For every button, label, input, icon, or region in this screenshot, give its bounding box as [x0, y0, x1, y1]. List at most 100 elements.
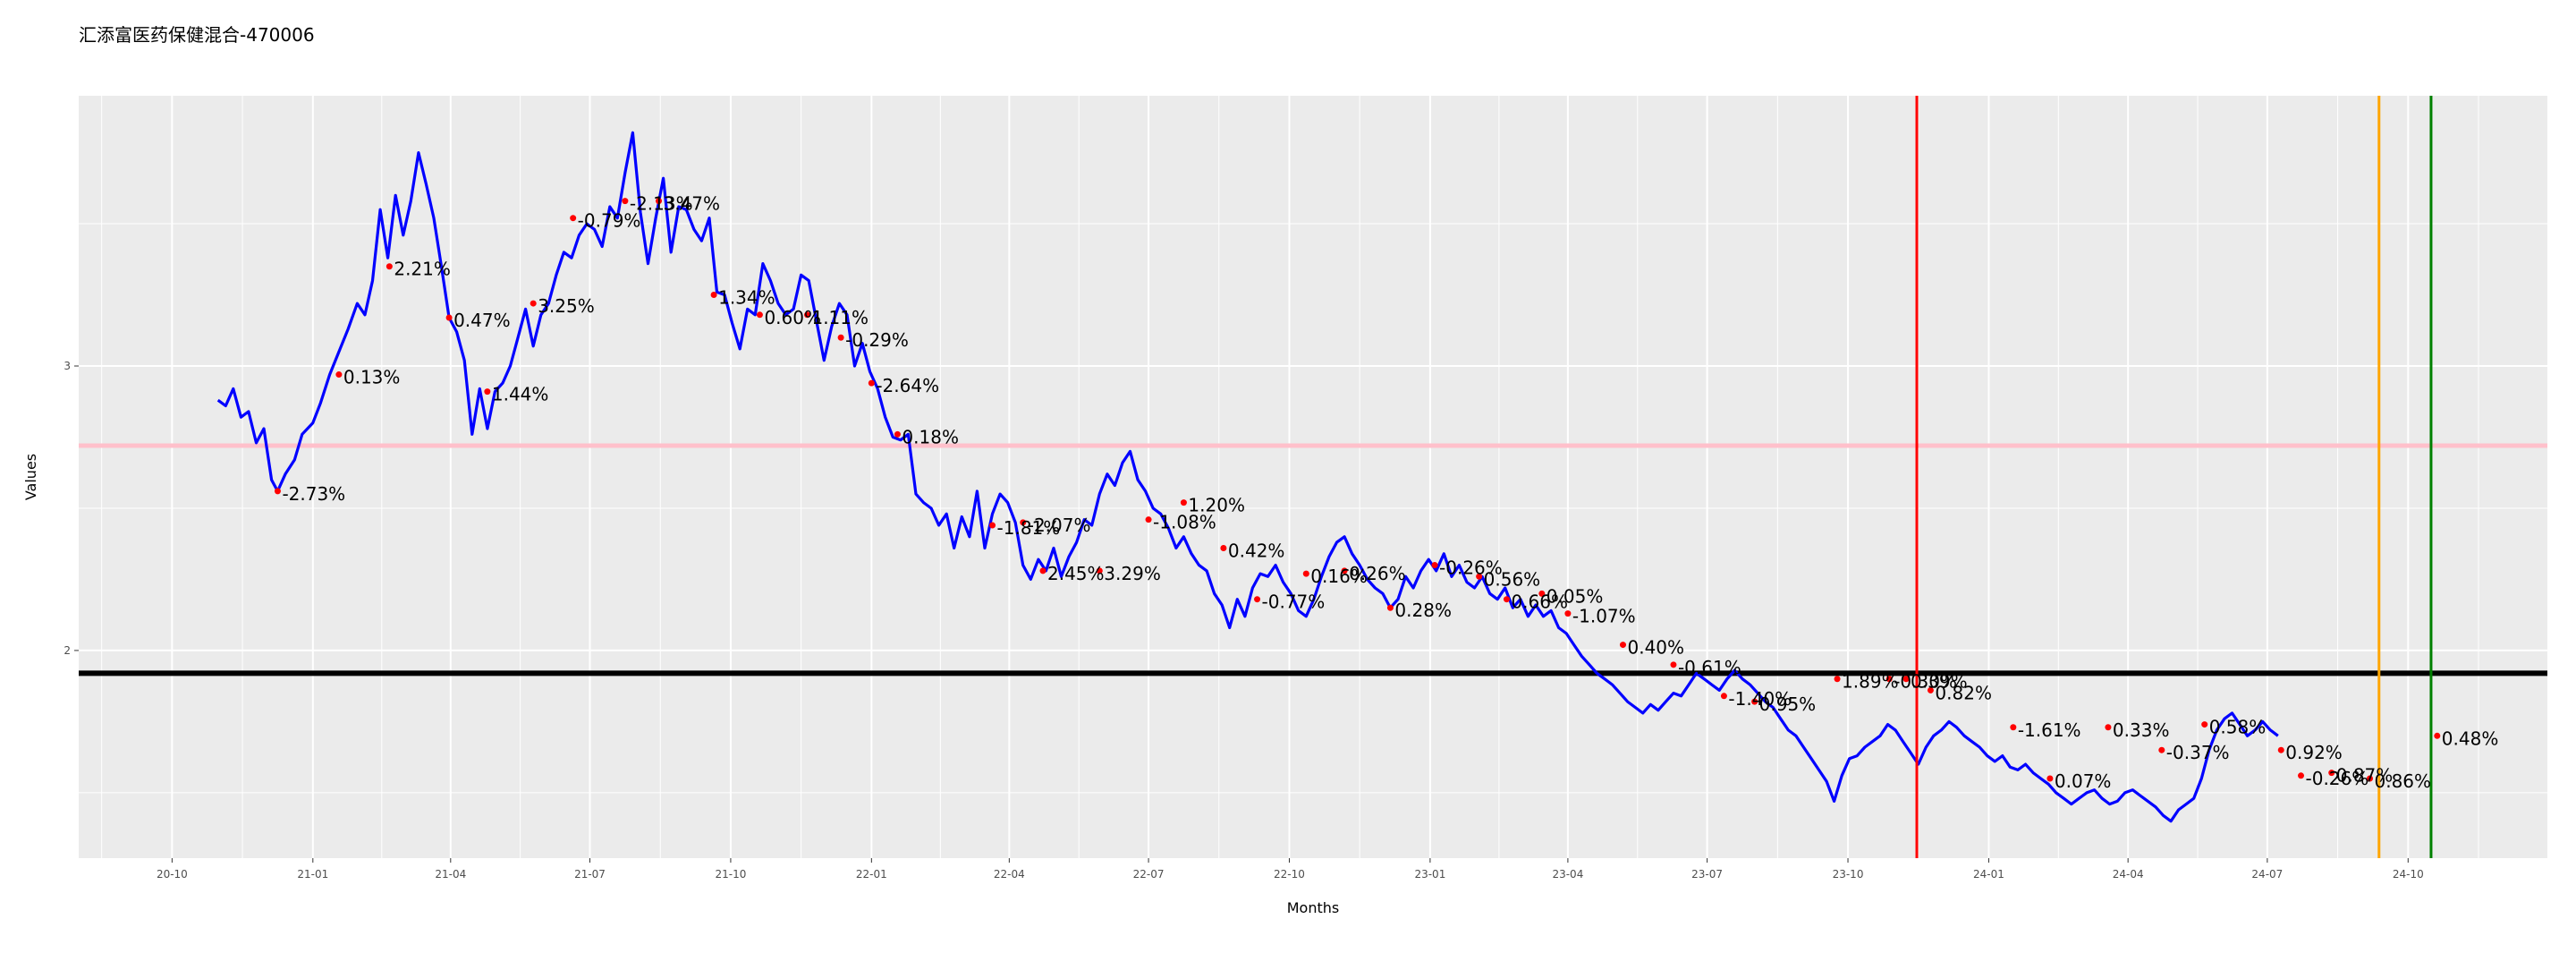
annotation-label: 1.89%	[1842, 671, 1899, 693]
annotation-marker	[2158, 746, 2165, 753]
x-tick-label: 21-10	[715, 868, 746, 881]
annotation-label: -1.08%	[1153, 512, 1216, 533]
annotation-marker	[1220, 544, 1227, 551]
x-tick-label: 23-01	[1414, 868, 1445, 881]
annotation-label: 0.13%	[343, 367, 401, 388]
annotation-label: 2.45%	[1047, 563, 1105, 584]
annotation-label: 0.47%	[453, 310, 511, 331]
annotation-label: 1.44%	[492, 384, 549, 405]
annotation-label: 2.21%	[394, 259, 451, 280]
annotation-marker	[989, 522, 996, 529]
annotation-label: -0.26%	[2306, 768, 2369, 789]
annotation-label: 0.18%	[902, 426, 959, 447]
annotation-label: 0.33%	[2113, 719, 2170, 741]
annotation-marker	[1503, 596, 1510, 603]
annotation-label: 1.20%	[1188, 495, 1245, 516]
annotation-label: 0.87%	[2336, 765, 2394, 787]
annotation-labels: -2.73%0.13%2.21%0.47%1.44%3.25%-0.79%-2.…	[282, 193, 2498, 792]
x-tick-label: 21-04	[435, 868, 466, 881]
annotation-marker	[803, 311, 810, 319]
annotation-label: 0.86%	[2375, 770, 2432, 792]
annotation-marker	[756, 311, 763, 319]
annotation-label: -0.79%	[578, 210, 641, 232]
x-tick-label: 22-10	[1274, 868, 1305, 881]
annotation-marker	[1180, 499, 1187, 506]
x-tick-label: 20-10	[157, 868, 188, 881]
annotation-label: 0.16%	[1310, 566, 1368, 587]
y-tick-label: 3	[64, 360, 71, 372]
x-tick-label: 24-04	[2113, 868, 2144, 881]
annotation-label: 0.66%	[1511, 591, 1568, 613]
annotation-label: 0.48%	[2442, 728, 2499, 749]
annotation-marker	[1254, 596, 1261, 603]
annotation-marker	[484, 388, 491, 396]
annotation-label: 0.26%	[1349, 563, 1406, 584]
annotation-marker	[530, 300, 537, 307]
annotation-label: -2.07%	[1028, 515, 1091, 536]
annotation-label: 0.40%	[1627, 637, 1684, 659]
annotation-marker	[1039, 567, 1046, 574]
x-tick-label: 24-10	[2393, 868, 2424, 881]
annotation-label: -1.07%	[1572, 606, 1636, 627]
annotation-marker	[1302, 570, 1309, 577]
annotation-marker	[1538, 590, 1546, 597]
annotation-marker	[2328, 770, 2335, 777]
annotation-marker	[1885, 676, 1893, 683]
annotation-label: -2.73%	[282, 483, 345, 505]
annotation-label: 0.58%	[2209, 717, 2267, 738]
annotation-marker	[335, 371, 343, 379]
annotation-marker	[1619, 642, 1626, 649]
annotation-label: 0.56%	[1484, 568, 1541, 590]
annotation-label: 0.05%	[1546, 585, 1604, 607]
annotation-marker	[2434, 732, 2441, 739]
annotation-label: -0.37%	[2166, 742, 2230, 763]
annotation-label: 0.82%	[1935, 682, 1992, 703]
annotation-marker	[656, 198, 663, 205]
annotation-marker	[1927, 686, 1934, 693]
annotation-label: -1.40%	[1728, 688, 1792, 710]
x-tick-label: 22-04	[994, 868, 1025, 881]
annotation-marker	[445, 314, 453, 321]
horizontal-reference-lines	[79, 443, 2547, 676]
annotation-label: -0.30%	[1894, 671, 1957, 693]
annotation-marker	[2298, 772, 2305, 779]
x-tick-label: 22-01	[856, 868, 887, 881]
x-tick-label: 23-07	[1691, 868, 1723, 881]
axis-layer: 20-10 21-01 21-04 21-07 21-10 22-01 22-04 22-07…	[64, 360, 2423, 881]
annotation-marker	[570, 215, 577, 222]
annotation-label: 0.92%	[2285, 742, 2343, 763]
annotation-label: 0.60%	[764, 307, 821, 328]
annotation-markers	[274, 198, 2441, 782]
annotation-marker	[622, 198, 629, 205]
annotation-label: -0.29%	[845, 329, 909, 351]
annotation-marker	[1431, 562, 1438, 569]
chart-title: 汇添富医药保健混合-470006	[79, 24, 315, 46]
annotation-marker	[1476, 573, 1483, 580]
x-tick-label: 21-01	[297, 868, 328, 881]
annotation-label: -1.61%	[2018, 719, 2081, 741]
annotation-marker	[1145, 516, 1152, 523]
annotation-label: 0.07%	[2055, 770, 2112, 792]
annotation-marker	[1834, 676, 1841, 683]
plot-panel	[79, 96, 2547, 858]
x-tick-label: 24-07	[2251, 868, 2283, 881]
annotation-marker	[2277, 746, 2284, 753]
x-tick-label: 21-07	[574, 868, 606, 881]
annotation-marker	[2201, 721, 2208, 728]
annotation-label: 0.95%	[1759, 693, 1817, 715]
annotation-marker	[1341, 567, 1348, 574]
annotation-marker	[2046, 775, 2054, 782]
annotation-label: 0.39%	[1911, 671, 1968, 693]
annotation-marker	[1096, 567, 1103, 574]
annotation-label: -0.77%	[1262, 591, 1326, 613]
annotation-marker	[1564, 610, 1572, 617]
x-axis-title: Months	[1287, 899, 1339, 916]
annotation-label: 3.29%	[1104, 563, 1161, 584]
annotation-marker	[1720, 693, 1727, 700]
x-tick-label: 24-01	[1973, 868, 2004, 881]
annotation-marker	[710, 292, 717, 299]
annotation-marker	[837, 334, 844, 341]
series-layer	[216, 131, 2279, 823]
annotation-marker	[894, 430, 901, 438]
annotation-label: -2.64%	[876, 375, 939, 396]
